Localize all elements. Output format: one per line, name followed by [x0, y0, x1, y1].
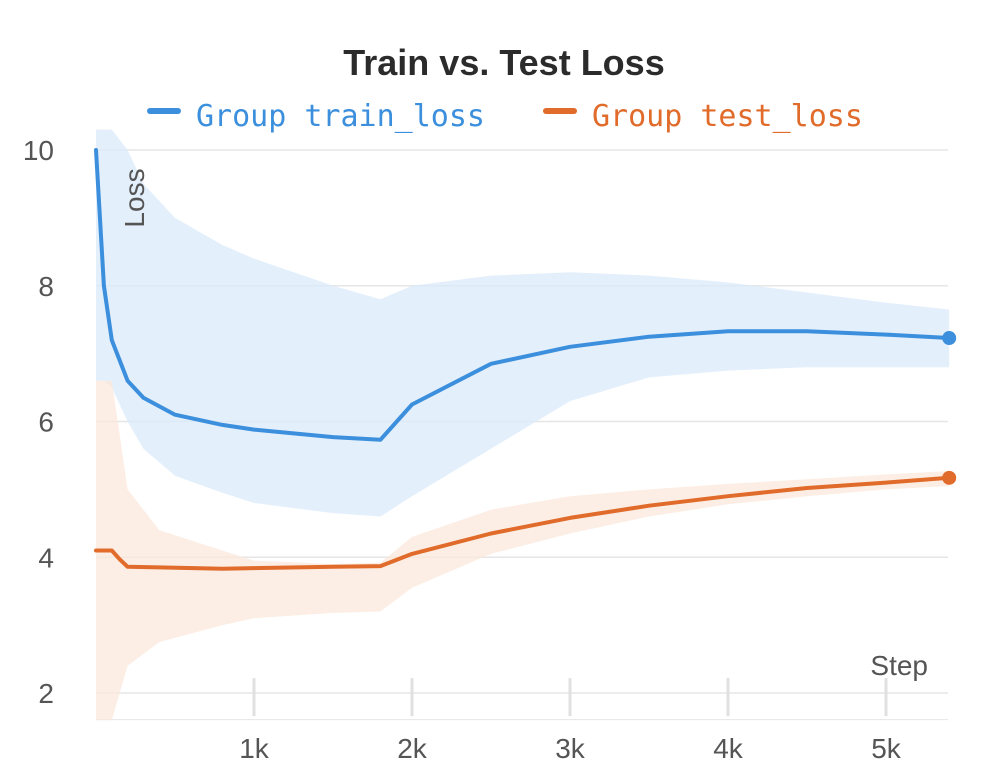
- y-tick-label-4: 4: [38, 542, 54, 573]
- y-axis-ticks: 2 4 6 8 10: [23, 135, 54, 709]
- legend-item-test[interactable]: Group test_loss: [543, 99, 863, 134]
- x-tick-label-2000: 2k: [397, 733, 428, 764]
- legend-item-train[interactable]: Group train_loss: [147, 99, 485, 134]
- endpoint-test[interactable]: [942, 470, 957, 485]
- y-tick-label-2: 2: [38, 678, 54, 709]
- x-tick-label-4000: 4k: [713, 733, 744, 764]
- legend-label-test: Group test_loss: [592, 99, 863, 134]
- confidence-bands: [96, 129, 950, 721]
- x-tick-label-5000: 5k: [871, 733, 902, 764]
- endpoint-train[interactable]: [942, 331, 957, 346]
- y-tick-label-6: 6: [38, 407, 54, 438]
- band-train: [96, 129, 950, 517]
- chart-title: Train vs. Test Loss: [343, 42, 664, 83]
- legend-label-train: Group train_loss: [196, 99, 485, 134]
- series-lines: [94, 148, 952, 571]
- line-train: [94, 148, 952, 442]
- y-axis-label: Loss: [119, 168, 150, 227]
- x-axis-label: Step: [870, 650, 928, 681]
- y-tick-label-10: 10: [23, 135, 54, 166]
- series-endpoints: [942, 331, 957, 485]
- x-tick-label-3000: 3k: [555, 733, 586, 764]
- y-tick-label-8: 8: [38, 271, 54, 302]
- x-axis-ticks: 1k 2k 3k 4k 5k: [239, 678, 902, 764]
- x-tick-label-1000: 1k: [239, 733, 270, 764]
- legend: Group train_loss Group test_loss: [147, 99, 863, 134]
- line-test: [94, 475, 952, 571]
